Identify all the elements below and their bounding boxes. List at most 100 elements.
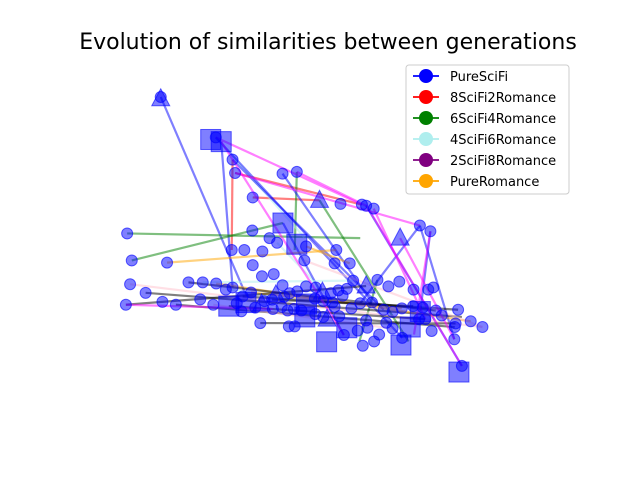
magenta-connection-line-2	[234, 171, 421, 227]
legend-label: PureSciFi	[450, 70, 508, 85]
data-point-circle-46	[276, 279, 289, 292]
data-point-circle-28	[300, 240, 313, 253]
data-point-triangle-64	[356, 274, 376, 294]
data-point-circle-25	[256, 245, 269, 258]
legend-label: 8SciFi2Romance	[450, 91, 556, 106]
data-point-circle-39	[210, 277, 223, 290]
data-point-square-117	[390, 334, 412, 356]
legend-label: 6SciFi4Romance	[450, 112, 556, 127]
data-point-circle-4	[209, 131, 222, 144]
legend-marker	[419, 111, 433, 125]
data-point-circle-30	[298, 254, 311, 267]
legend-frame	[405, 64, 570, 195]
data-point-circle-32	[343, 257, 356, 270]
data-point-circle-44	[255, 270, 268, 283]
data-point-circle-108	[413, 313, 426, 326]
legend: PureSciFi 8SciFi2Romance 6SciFi4Romance 4Sc…	[405, 64, 570, 195]
data-point-circle-20	[121, 227, 134, 240]
data-point-circle-112	[476, 321, 489, 334]
data-point-circle-82	[336, 289, 349, 302]
data-point-circle-7	[246, 191, 259, 204]
data-point-circle-129	[380, 316, 393, 329]
data-point-circle-70	[156, 295, 169, 308]
data-point-circle-65	[371, 273, 384, 286]
data-point-circle-124	[281, 304, 294, 317]
legend-marker	[419, 69, 433, 83]
legend-marker	[419, 174, 433, 188]
data-point-circle-85	[366, 296, 378, 309]
data-point-circle-111	[464, 315, 477, 328]
data-point-circle-123	[422, 283, 435, 296]
data-point-circle-47	[182, 276, 195, 289]
data-point-circle-132	[435, 309, 448, 322]
data-point-circle-125	[295, 304, 308, 317]
data-point-circle-31	[328, 257, 341, 270]
data-point-triangle-1	[150, 87, 171, 107]
data-point-circle-93	[207, 298, 220, 311]
data-point-circle-94	[254, 317, 267, 330]
connection-line-27	[166, 248, 337, 264]
data-point-circle-33	[246, 259, 259, 272]
data-point-circle-88	[395, 302, 408, 315]
data-point-circle-19	[413, 219, 426, 232]
data-point-circle-14	[367, 202, 380, 215]
data-point-circle-114	[337, 328, 350, 341]
data-point-circle-5	[226, 153, 239, 166]
data-point-circle-6	[229, 166, 242, 179]
data-point-circle-45	[267, 268, 280, 281]
data-point-triangle-10	[309, 189, 330, 208]
data-point-circle-130	[416, 301, 429, 314]
magenta-connection-line-4	[372, 208, 427, 320]
legend-entry-4: 2SciFi8Romance	[413, 153, 556, 169]
data-point-circle-109	[425, 325, 438, 337]
chart-title: Evolution of similarities between genera…	[79, 30, 577, 55]
data-point-circle-73	[235, 305, 248, 318]
magenta-connection-line-3	[296, 170, 367, 207]
data-point-circle-122	[424, 225, 437, 238]
data-point-circle-128	[360, 314, 373, 327]
data-point-triangle-18	[390, 227, 410, 246]
data-point-circle-92	[452, 303, 465, 316]
legend-marker	[419, 132, 433, 146]
legend-marker	[419, 90, 433, 104]
data-point-circle-119	[448, 333, 461, 346]
connection-line-36	[303, 259, 483, 329]
data-point-circle-68	[407, 283, 420, 296]
data-point-circle-11	[334, 197, 347, 210]
data-point-circle-24	[238, 244, 251, 256]
data-point-circle-63	[347, 274, 360, 287]
data-point-circle-38	[194, 293, 207, 306]
data-point-circle-115	[356, 339, 369, 352]
connection-line-30	[305, 245, 351, 265]
data-point-circle-37	[169, 298, 182, 311]
connection-line-20	[418, 225, 456, 340]
data-point-circle-84	[354, 297, 367, 310]
legend-label: PureRomance	[450, 175, 539, 190]
legend-entry-2: 6SciFi4Romance	[413, 111, 556, 127]
legend-entry-0: PureSciFi	[413, 69, 508, 85]
legend-label: 4SciFi6Romance	[450, 133, 556, 148]
connection-line-1	[220, 141, 234, 288]
data-point-circle-9	[290, 165, 303, 178]
data-point-circle-118	[448, 321, 461, 334]
data-point-circle-66	[382, 280, 395, 293]
data-point-circle-21	[125, 254, 138, 267]
data-point-square-121	[448, 361, 470, 383]
data-point-circle-26	[271, 236, 284, 249]
data-point-circle-48	[196, 276, 209, 289]
legend-entry-3: 4SciFi6Romance	[413, 132, 556, 148]
data-point-circle-8	[276, 167, 289, 180]
data-point-square-15	[272, 212, 294, 234]
data-point-circle-29	[330, 244, 343, 256]
data-point-circle-126	[328, 300, 341, 313]
data-point-circle-41	[226, 281, 239, 294]
legend-label: 2SciFi8Romance	[450, 154, 556, 169]
data-point-circle-116	[368, 335, 381, 348]
data-point-circle-67	[393, 275, 406, 288]
data-point-circle-74	[249, 301, 262, 314]
connection-line-4	[252, 196, 320, 202]
data-point-circle-127	[317, 310, 330, 323]
data-point-circle-16	[246, 224, 259, 237]
legend-entry-5: PureRomance	[413, 174, 539, 190]
